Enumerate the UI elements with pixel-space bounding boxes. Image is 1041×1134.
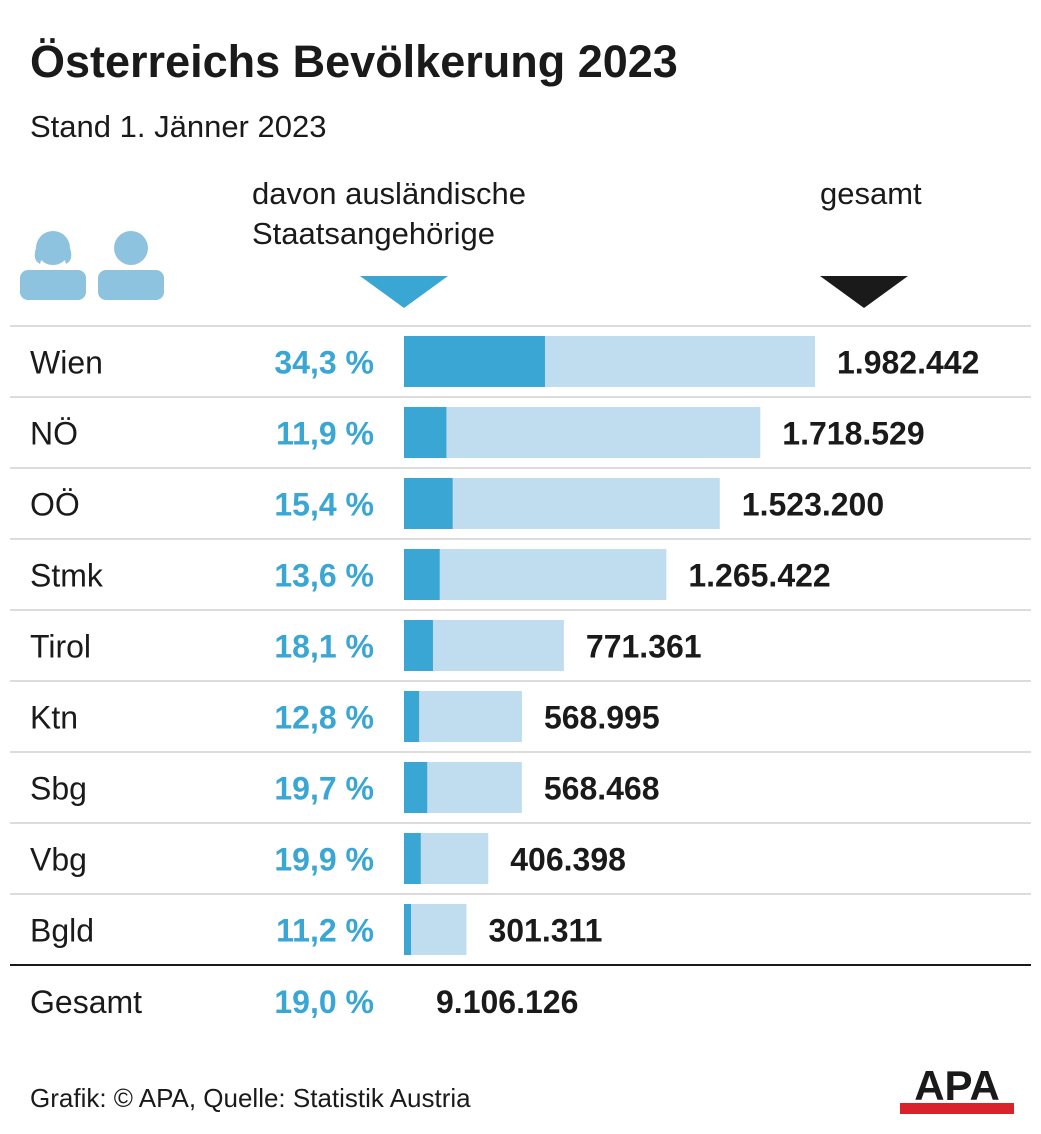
total-value-label: 771.361 [586, 629, 702, 665]
foreign-percent-label: 19,7 % [274, 771, 374, 807]
chart-title: Österreichs Bevölkerung 2023 [30, 36, 678, 87]
person-icon [98, 231, 164, 300]
header-foreign-line2: Staatsangehörige [252, 216, 496, 251]
total-value-label: 568.468 [544, 771, 660, 807]
header-foreign-citizens: davon ausländische Staatsangehörige [252, 174, 526, 254]
total-bar [404, 407, 761, 458]
region-label: OÖ [30, 487, 80, 523]
foreign-bar [404, 549, 440, 600]
header-total: gesamt [820, 176, 922, 211]
apa-logo-text: APA [914, 1064, 1000, 1109]
total-value-label: 301.311 [488, 913, 602, 949]
region-label: Sbg [30, 771, 87, 807]
header-foreign-line1: davon ausländische [252, 176, 527, 211]
foreign-percent-label: 19,9 % [274, 842, 374, 878]
foreign-bar [404, 336, 545, 387]
foreign-percent-label: 34,3 % [274, 345, 374, 381]
logo-red-bar [900, 1103, 1014, 1114]
region-label: Vbg [30, 842, 87, 878]
region-label: Wien [30, 345, 103, 381]
total-percent-label: 19,0 % [274, 984, 374, 1020]
apa-logo: APA [900, 1064, 1014, 1114]
total-row-label: Gesamt [30, 984, 142, 1020]
foreign-bar [404, 691, 420, 742]
foreign-percent-label: 11,2 % [276, 913, 374, 949]
foreign-bar [404, 478, 453, 529]
person-icon [20, 231, 86, 300]
total-value-label: 1.265.422 [688, 558, 830, 594]
region-label: Stmk [30, 558, 104, 594]
chart-subtitle: Stand 1. Jänner 2023 [30, 109, 327, 144]
total-bar [404, 549, 667, 600]
arrow-down-icon [360, 276, 448, 308]
region-label: Bgld [30, 913, 94, 949]
foreign-percent-label: 18,1 % [274, 629, 374, 665]
region-label: Tirol [30, 629, 91, 665]
foreign-percent-label: 11,9 % [276, 416, 374, 452]
foreign-bar [404, 904, 411, 955]
foreign-bar [404, 833, 421, 884]
foreign-bar [404, 762, 428, 813]
total-value-label: 1.718.529 [782, 416, 924, 452]
foreign-percent-label: 13,6 % [274, 558, 374, 594]
foreign-percent-label: 15,4 % [274, 487, 374, 523]
foreign-percent-label: 12,8 % [274, 700, 374, 736]
total-value-label: 568.995 [544, 700, 660, 736]
foreign-bar [404, 407, 447, 458]
foreign-bar [404, 620, 433, 671]
region-label: Ktn [30, 700, 78, 736]
total-bar [404, 691, 522, 742]
region-label: NÖ [30, 416, 78, 452]
total-bar [404, 478, 720, 529]
total-value-label: 1.982.442 [837, 345, 979, 381]
total-value-label: 406.398 [510, 842, 626, 878]
total-value-label: 9.106.126 [436, 984, 578, 1020]
arrow-down-icon [820, 276, 908, 308]
total-bar [404, 904, 467, 955]
source-footer: Grafik: © APA, Quelle: Statistik Austria [30, 1083, 471, 1113]
total-value-label: 1.523.200 [742, 487, 884, 523]
